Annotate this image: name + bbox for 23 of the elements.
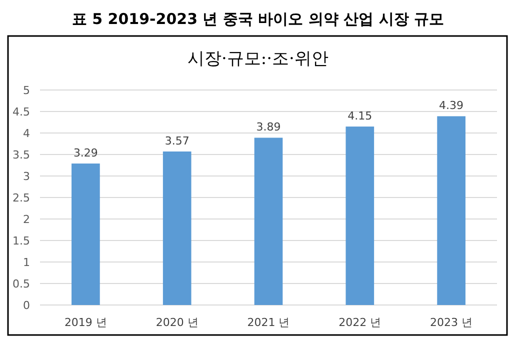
y-tick-label: 2 <box>23 213 30 226</box>
x-tick-label: 2019 년 <box>64 316 107 329</box>
y-tick-label: 1.5 <box>12 234 30 248</box>
chart-subtitle: 시장·규모:·조·위안 <box>188 49 328 69</box>
data-label: 3.89 <box>256 120 281 134</box>
data-label: 3.57 <box>164 134 190 148</box>
data-label: 3.29 <box>73 146 98 160</box>
data-label: 4.39 <box>439 99 464 112</box>
y-tick-label: 0 <box>23 299 30 312</box>
y-tick-label: 3.5 <box>12 148 30 162</box>
data-label: 4.15 <box>348 110 372 123</box>
y-tick-label: 1 <box>23 256 30 269</box>
x-tick-label: 2023 년 <box>430 316 473 329</box>
y-tick-label: 2.5 <box>12 192 30 204</box>
y-tick-label: 0.5 <box>12 278 30 290</box>
x-tick-label: 2022 년 <box>338 316 382 329</box>
chart-title: 표 5 2019-2023 년 중국 바이오 의약 산업 시장 규모 <box>72 10 444 28</box>
y-tick-label: 5 <box>23 84 30 97</box>
y-tick-label: 3 <box>23 170 30 183</box>
y-tick-label: 4 <box>23 127 30 140</box>
y-tick-label: 4.5 <box>12 106 30 118</box>
x-tick-label: 2021 년 <box>247 316 290 329</box>
x-tick-label: 2020 년 <box>156 316 198 329</box>
